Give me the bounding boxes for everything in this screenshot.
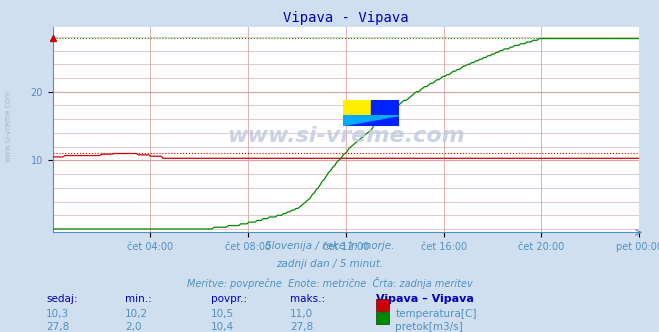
Text: Meritve: povprečne  Enote: metrične  Črta: zadnja meritev: Meritve: povprečne Enote: metrične Črta:… [186,277,473,289]
Text: 27,8: 27,8 [290,322,313,332]
Polygon shape [343,116,399,126]
Title: Vipava - Vipava: Vipava - Vipava [283,11,409,25]
Text: 27,8: 27,8 [46,322,69,332]
Text: www.si-vreme.com: www.si-vreme.com [227,125,465,146]
Text: 11,0: 11,0 [290,309,313,319]
Text: maks.:: maks.: [290,294,325,304]
Text: zadnji dan / 5 minut.: zadnji dan / 5 minut. [276,259,383,269]
Text: sedaj:: sedaj: [46,294,78,304]
Text: temperatura[C]: temperatura[C] [395,309,477,319]
Text: min.:: min.: [125,294,152,304]
Text: povpr.:: povpr.: [211,294,247,304]
Text: 10,5: 10,5 [211,309,234,319]
Text: www.si-vreme.com: www.si-vreme.com [3,90,13,162]
Bar [371,100,399,126]
Polygon shape [346,117,396,126]
Text: 10,2: 10,2 [125,309,148,319]
Text: 10,3: 10,3 [46,309,69,319]
Text: 10,4: 10,4 [211,322,234,332]
Bar [343,100,371,126]
Text: pretok[m3/s]: pretok[m3/s] [395,322,463,332]
Text: Slovenija / reke in morje.: Slovenija / reke in morje. [265,241,394,251]
Text: 2,0: 2,0 [125,322,142,332]
Text: Vipava – Vipava: Vipava – Vipava [376,294,474,304]
